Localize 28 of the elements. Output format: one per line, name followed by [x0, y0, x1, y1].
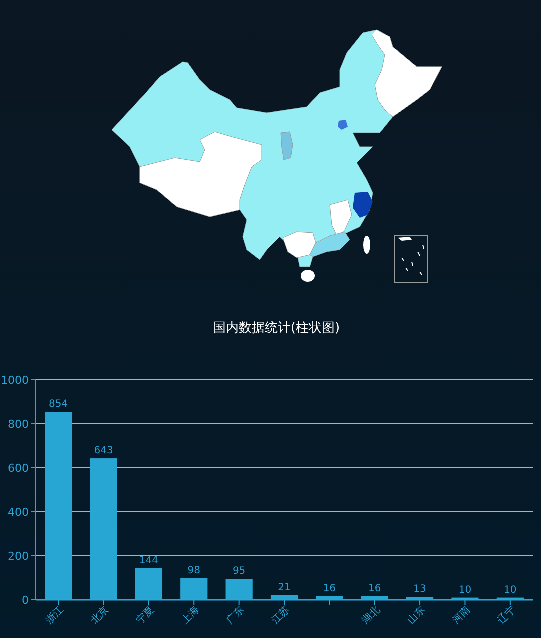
x-tick-label: 北京 — [88, 604, 112, 627]
data-label: 16 — [323, 583, 336, 594]
data-label: 95 — [232, 566, 246, 578]
data-label: 144 — [139, 555, 158, 566]
y-tick-label: 600 — [8, 462, 29, 475]
y-tick-label: 0 — [22, 594, 29, 607]
x-tick-label: 湖北 — [360, 604, 382, 627]
data-label: 10 — [458, 584, 472, 596]
x-tick-label: 山东 — [405, 604, 428, 627]
data-label: 13 — [414, 584, 426, 596]
y-tick-label: 800 — [8, 418, 29, 431]
data-label: 10 — [504, 584, 517, 596]
data-label: 98 — [188, 565, 201, 576]
y-tick-label: 400 — [8, 506, 29, 519]
data-label: 854 — [49, 399, 68, 410]
x-tick-label: 江苏 — [269, 604, 292, 627]
x-tick-label: 辽宁 — [495, 604, 518, 627]
y-tick-label: 200 — [8, 550, 29, 563]
x-tick-label: 宁夏 — [134, 604, 157, 627]
data-label: 21 — [278, 582, 291, 594]
x-tick-label: 河南 — [450, 604, 473, 627]
y-tick-label: 1000 — [1, 374, 29, 387]
x-tick-label: 上海 — [179, 604, 202, 627]
data-label: 16 — [368, 583, 382, 594]
data-label: 643 — [94, 446, 114, 457]
x-tick-label: 广东 — [224, 604, 247, 627]
x-tick-label: 浙江 — [44, 604, 66, 627]
chart-title: 国内数据统计(柱状图) — [212, 321, 340, 336]
